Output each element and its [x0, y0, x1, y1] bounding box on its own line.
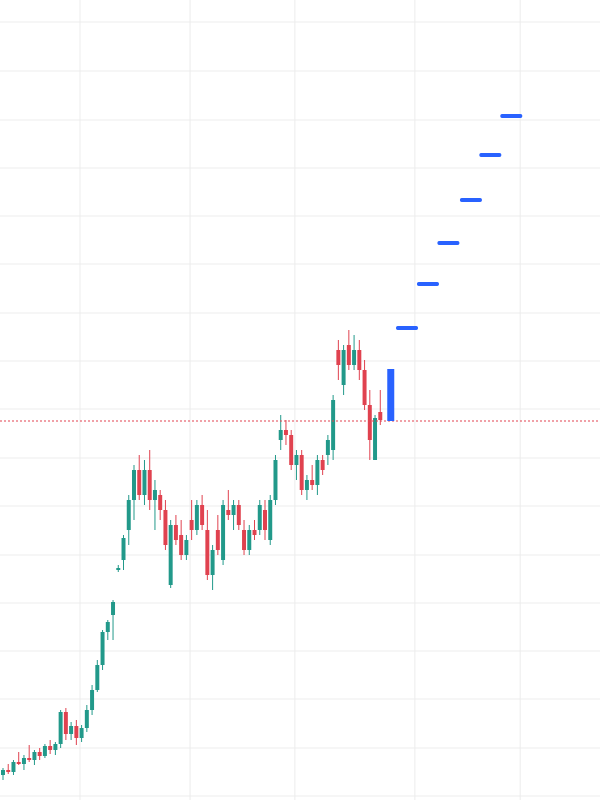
- candle-body: [205, 530, 210, 575]
- candle-body: [247, 530, 252, 550]
- candle-body: [346, 345, 351, 365]
- candle-body: [210, 550, 215, 575]
- candle-body: [352, 350, 357, 365]
- candle-body: [48, 746, 53, 750]
- candle-body: [341, 350, 346, 385]
- candle-body: [74, 726, 79, 738]
- candle-body: [11, 762, 16, 772]
- candle-body: [32, 752, 37, 760]
- candle-body: [242, 530, 247, 550]
- candle-body: [0, 770, 5, 775]
- candle-body: [6, 770, 11, 772]
- candle-body: [362, 370, 367, 405]
- candle-body: [221, 505, 226, 560]
- candle-body: [137, 470, 142, 495]
- candle-body: [90, 690, 95, 710]
- candle-body: [37, 752, 42, 756]
- candle-body: [58, 712, 63, 744]
- candle-body: [304, 480, 309, 490]
- candle-body: [53, 744, 58, 750]
- candle-body: [173, 525, 178, 540]
- candle-body: [111, 602, 116, 615]
- candle-body: [257, 505, 262, 530]
- candle-body: [189, 520, 194, 530]
- candle-body: [105, 622, 110, 632]
- candle-body: [121, 538, 126, 560]
- candle-body: [147, 470, 152, 500]
- candle-body: [331, 400, 336, 450]
- candle-body: [84, 710, 89, 728]
- candle-body: [294, 455, 299, 465]
- candle-body: [268, 500, 273, 540]
- candle-body: [373, 418, 378, 460]
- candle-body: [95, 665, 100, 690]
- candle-body: [69, 726, 74, 734]
- candle-body: [278, 430, 283, 440]
- candle-body: [158, 495, 163, 510]
- candle-body: [126, 500, 131, 530]
- candle-body: [357, 350, 362, 370]
- highlight-bar: [387, 369, 395, 421]
- candle-body: [194, 505, 199, 530]
- candle-body: [21, 758, 26, 764]
- candle-body: [315, 460, 320, 485]
- candle-body: [179, 535, 184, 555]
- candle-body: [236, 505, 241, 525]
- candle-body: [100, 632, 105, 665]
- candle-body: [378, 412, 383, 420]
- candle-body: [252, 530, 257, 535]
- candle-body: [142, 470, 147, 495]
- candle-body: [226, 510, 231, 515]
- candle-body: [263, 510, 267, 530]
- candle-body: [168, 525, 173, 585]
- candle-body: [289, 435, 294, 465]
- candle-body: [152, 490, 157, 500]
- candle-body: [27, 758, 32, 760]
- candle-body: [215, 530, 220, 550]
- candle-body: [132, 470, 136, 500]
- candle-body: [42, 746, 47, 756]
- candle-body: [200, 505, 205, 525]
- candle-body: [325, 440, 330, 455]
- candle-body: [283, 430, 288, 435]
- candle-body: [336, 350, 341, 365]
- candle-body: [273, 460, 278, 500]
- candle-body: [63, 712, 68, 734]
- candle-body: [116, 568, 121, 570]
- candle-body: [79, 728, 84, 738]
- candle-body: [299, 455, 304, 490]
- candle-body: [16, 762, 21, 764]
- candle-body: [163, 510, 168, 545]
- candle-body: [367, 405, 372, 440]
- candle-body: [184, 540, 189, 555]
- candle-body: [320, 460, 325, 470]
- candle-body: [231, 505, 236, 515]
- candle-body: [310, 480, 315, 485]
